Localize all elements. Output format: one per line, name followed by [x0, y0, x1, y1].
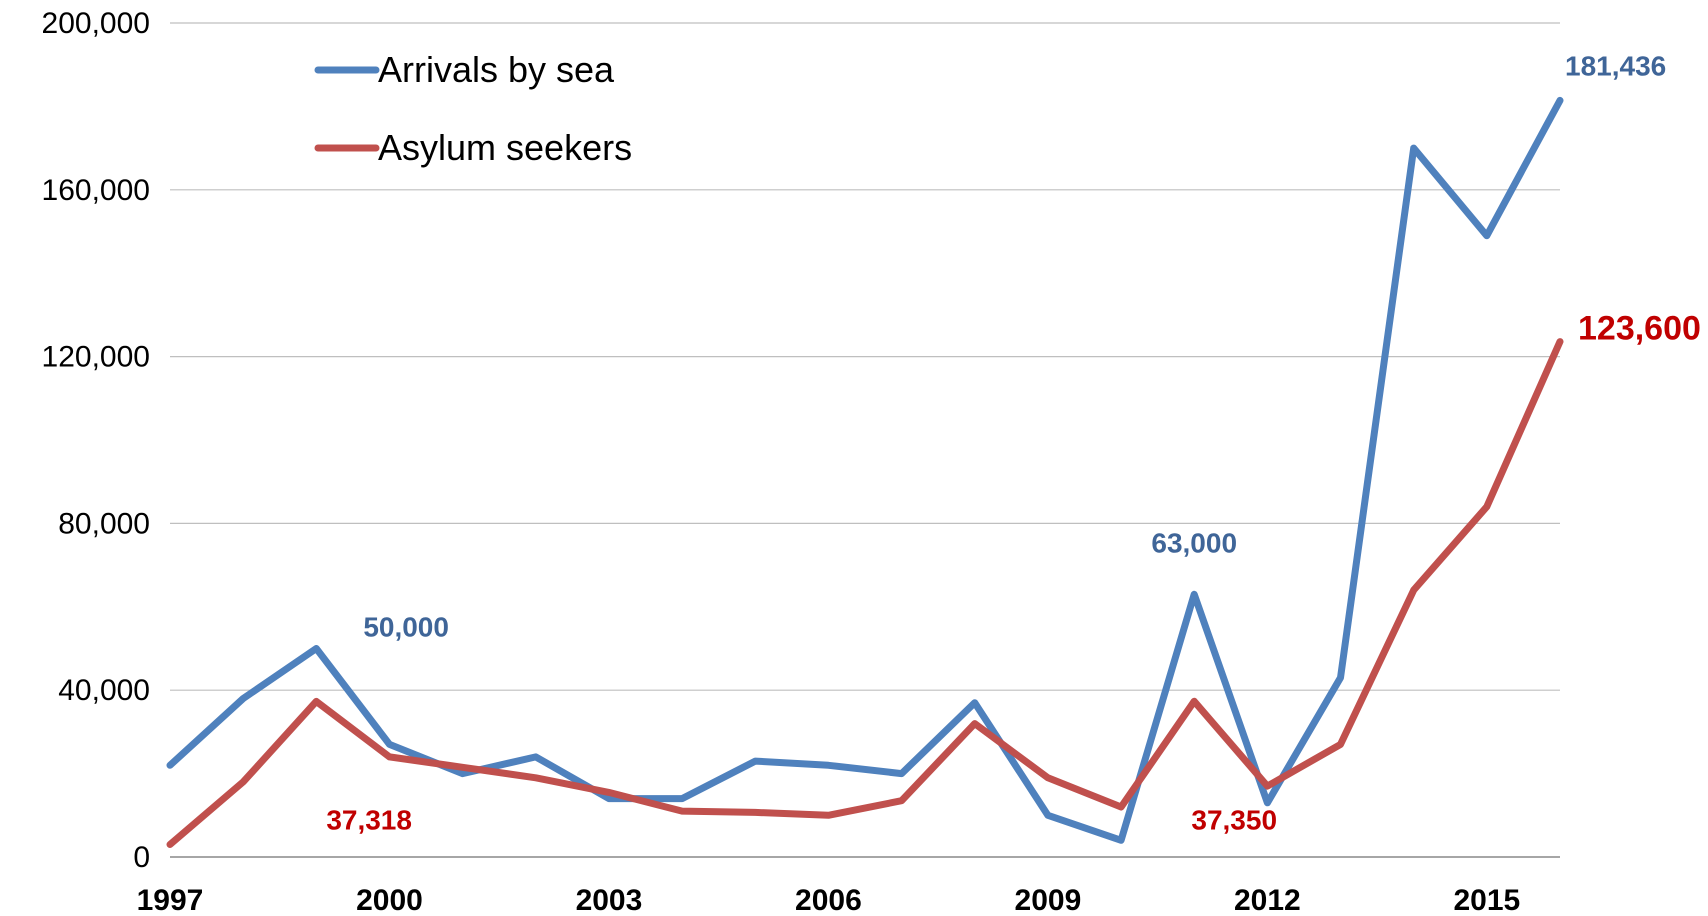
- series-line-asylum-seekers: [166, 338, 1564, 848]
- y-axis: 0 40,000 80,000 120,000 160,000 200,000: [42, 7, 150, 874]
- data-label: 123,600: [1578, 310, 1701, 348]
- x-tick-label: 2012: [1234, 884, 1301, 916]
- x-tick-label: 2003: [576, 884, 643, 916]
- data-label: 50,000: [363, 612, 449, 643]
- x-tick-label: 2000: [356, 884, 423, 916]
- gridlines: [170, 22, 1560, 858]
- legend: Arrivals by sea Asylum seekers: [314, 49, 632, 168]
- y-tick-label: 80,000: [58, 507, 150, 540]
- legend-label: Asylum seekers: [378, 127, 632, 168]
- legend-label: Arrivals by sea: [378, 49, 615, 90]
- y-tick-label: 0: [133, 841, 150, 874]
- y-tick-label: 200,000: [42, 7, 150, 40]
- series-lines: [166, 96, 1564, 848]
- y-tick-label: 120,000: [42, 341, 150, 374]
- x-tick-label: 2006: [795, 884, 862, 916]
- data-labels: 50,000 63,000 181,436 37,318 37,350 123,600: [326, 50, 1701, 835]
- data-label: 181,436: [1565, 50, 1666, 81]
- data-label: 63,000: [1151, 527, 1237, 558]
- x-tick-label: 2015: [1453, 884, 1520, 916]
- data-label: 37,350: [1191, 804, 1277, 835]
- x-tick-label: 1997: [137, 884, 204, 916]
- series-line-arrivals-by-sea: [166, 96, 1564, 844]
- data-label: 37,318: [326, 804, 412, 835]
- x-tick-label: 2009: [1015, 884, 1082, 916]
- y-tick-label: 40,000: [58, 674, 150, 707]
- x-axis: 1997 2000 2003 2006 2009 2012 2015: [137, 884, 1521, 916]
- y-tick-label: 160,000: [42, 174, 150, 207]
